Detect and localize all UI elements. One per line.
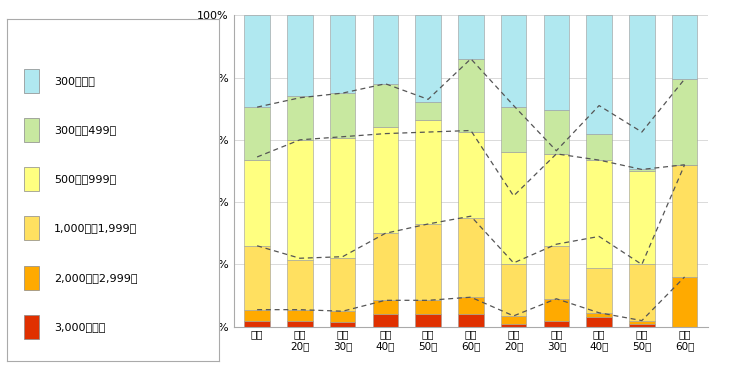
- Bar: [458, 314, 484, 327]
- Bar: [245, 15, 270, 107]
- Bar: [415, 103, 441, 120]
- Bar: [245, 321, 270, 327]
- Bar: [372, 233, 398, 300]
- Bar: [330, 311, 356, 322]
- Bar: [672, 79, 697, 165]
- Text: 300円～499円: 300円～499円: [54, 125, 116, 135]
- Bar: [330, 138, 356, 258]
- Bar: [672, 165, 697, 277]
- Bar: [544, 110, 569, 154]
- Bar: [629, 15, 655, 169]
- Bar: [501, 264, 526, 316]
- Text: 300円未満: 300円未満: [54, 76, 95, 86]
- Bar: [24, 216, 39, 240]
- Bar: [415, 15, 441, 103]
- Bar: [415, 120, 441, 224]
- Bar: [24, 69, 39, 93]
- Bar: [372, 127, 398, 233]
- Bar: [245, 246, 270, 310]
- Bar: [586, 317, 612, 327]
- Bar: [501, 152, 526, 264]
- Bar: [24, 167, 39, 191]
- Bar: [586, 134, 612, 160]
- Bar: [287, 15, 312, 96]
- Bar: [629, 169, 655, 171]
- Bar: [586, 268, 612, 313]
- Text: 2,000円～2,999円: 2,000円～2,999円: [54, 272, 137, 283]
- Bar: [672, 15, 697, 79]
- Bar: [458, 15, 484, 59]
- Bar: [372, 300, 398, 314]
- Bar: [287, 321, 312, 327]
- Bar: [586, 160, 612, 268]
- Bar: [629, 321, 655, 324]
- Text: 3,000円以上: 3,000円以上: [54, 322, 105, 332]
- Bar: [544, 246, 569, 299]
- Bar: [544, 15, 569, 110]
- Bar: [544, 154, 569, 246]
- Bar: [544, 321, 569, 327]
- Bar: [458, 218, 484, 297]
- Bar: [629, 264, 655, 321]
- Bar: [372, 314, 398, 327]
- Bar: [330, 93, 356, 138]
- Bar: [501, 324, 526, 327]
- Bar: [24, 118, 39, 142]
- Bar: [415, 314, 441, 327]
- Bar: [458, 59, 484, 132]
- Bar: [629, 324, 655, 327]
- Bar: [245, 107, 270, 160]
- Bar: [372, 15, 398, 84]
- Bar: [330, 322, 356, 327]
- Bar: [458, 132, 484, 218]
- Bar: [501, 15, 526, 107]
- Bar: [501, 107, 526, 152]
- Bar: [330, 258, 356, 311]
- Text: 1,000円～1,999円: 1,000円～1,999円: [54, 223, 137, 233]
- Bar: [330, 15, 356, 93]
- Bar: [629, 171, 655, 264]
- Bar: [458, 297, 484, 314]
- Bar: [245, 310, 270, 321]
- Bar: [415, 300, 441, 314]
- Text: 500円～999円: 500円～999円: [54, 174, 116, 184]
- Bar: [586, 15, 612, 134]
- Bar: [24, 266, 39, 290]
- Bar: [586, 313, 612, 317]
- Bar: [245, 160, 270, 246]
- Bar: [24, 315, 39, 339]
- Bar: [672, 277, 697, 327]
- Bar: [544, 299, 569, 321]
- Bar: [415, 224, 441, 300]
- Bar: [501, 316, 526, 324]
- Bar: [287, 96, 312, 140]
- Bar: [287, 140, 312, 260]
- Bar: [287, 310, 312, 321]
- Bar: [287, 260, 312, 310]
- Bar: [372, 84, 398, 127]
